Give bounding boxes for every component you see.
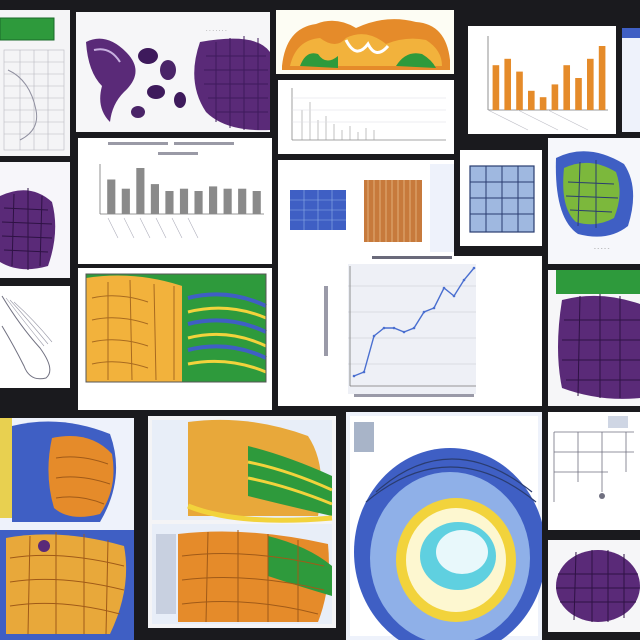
tile-bar-chart-center — [78, 138, 272, 264]
point-7 — [422, 310, 426, 314]
tile-eye-center — [346, 412, 542, 640]
bar-7 — [563, 65, 571, 110]
svg-text:· · · · · · ·: · · · · · · · — [206, 28, 227, 34]
bar-5 — [539, 97, 547, 110]
point-2 — [372, 334, 376, 338]
point-12 — [472, 266, 476, 270]
bar-8 — [575, 78, 582, 110]
bar-8 — [209, 186, 218, 214]
bar-chart-gray — [99, 142, 264, 239]
tile-strip-right — [622, 28, 640, 132]
point-5 — [402, 330, 406, 334]
bar-10 — [238, 188, 247, 214]
tile-three-panels — [278, 160, 454, 256]
blue-orange-illustration — [0, 418, 134, 640]
bar-2 — [504, 58, 512, 110]
tile-diagram-right — [548, 412, 640, 530]
bar-chart-orange — [487, 36, 608, 131]
tile-cross-section-right: - - - - - — [548, 138, 640, 264]
three-panel-figure — [290, 164, 454, 252]
point-4 — [392, 326, 396, 330]
line-sketch-diagram — [1, 295, 53, 380]
small-line-chart — [291, 88, 446, 141]
bar-9 — [587, 58, 594, 110]
tile-line-chart-small — [278, 80, 454, 154]
tile-bar-chart-topright — [468, 26, 616, 134]
tile-purple-cells-right — [548, 270, 640, 406]
schematic-diagram — [553, 416, 634, 502]
point-6 — [412, 326, 416, 330]
table-figure — [0, 17, 65, 151]
point-11 — [462, 278, 466, 282]
tile-line-chart-center — [278, 256, 542, 406]
svg-text:- - - - -: - - - - - — [594, 246, 610, 252]
purple-cells-illustration-bottom — [548, 540, 640, 632]
line-chart-blue — [324, 256, 476, 397]
tile-orange-organs-top — [276, 10, 454, 74]
tile-purple-cells-left — [0, 162, 70, 278]
bar-1 — [492, 65, 500, 110]
cross-section-illustration: - - - - - — [548, 138, 640, 264]
point-1 — [362, 370, 366, 374]
eye-illustration — [346, 412, 542, 640]
bar-4 — [150, 184, 159, 214]
bar-6 — [179, 188, 189, 214]
tile-sketch-left — [0, 286, 70, 388]
bar-5 — [165, 191, 174, 214]
bar-7 — [194, 191, 203, 214]
bar-3 — [516, 71, 523, 110]
tile-grid-panel — [460, 150, 542, 246]
bar-11 — [252, 191, 261, 214]
grid-figure — [469, 165, 535, 233]
tile-colorful-tissue — [78, 268, 272, 410]
tile-purple-cells-bottomright — [548, 540, 640, 632]
point-8 — [432, 306, 436, 310]
colorful-tissue-illustration — [85, 273, 267, 383]
bar-10 — [598, 46, 606, 110]
bar-9 — [223, 188, 232, 214]
purple-cells-illustration-right — [548, 270, 640, 406]
point-10 — [452, 294, 456, 298]
tile-purple-organism: · · · · · · · — [76, 12, 270, 132]
point-9 — [442, 286, 446, 290]
bar-1 — [107, 179, 116, 214]
blue-strip — [622, 28, 640, 38]
orange-organs-illustration — [276, 10, 454, 74]
point-3 — [382, 326, 386, 330]
bar-4 — [528, 90, 535, 110]
point-0 — [352, 374, 356, 378]
bar-6 — [551, 84, 559, 110]
bar-3 — [136, 168, 145, 214]
orange-layers-illustration — [148, 416, 336, 628]
tile-table-topleft — [0, 10, 70, 156]
bar-2 — [121, 188, 130, 214]
purple-organism-illustration: · · · · · · · — [76, 12, 270, 132]
purple-cells-illustration — [0, 162, 70, 278]
tile-orange-layers-center — [148, 416, 336, 628]
tile-blue-orange-left — [0, 418, 134, 640]
